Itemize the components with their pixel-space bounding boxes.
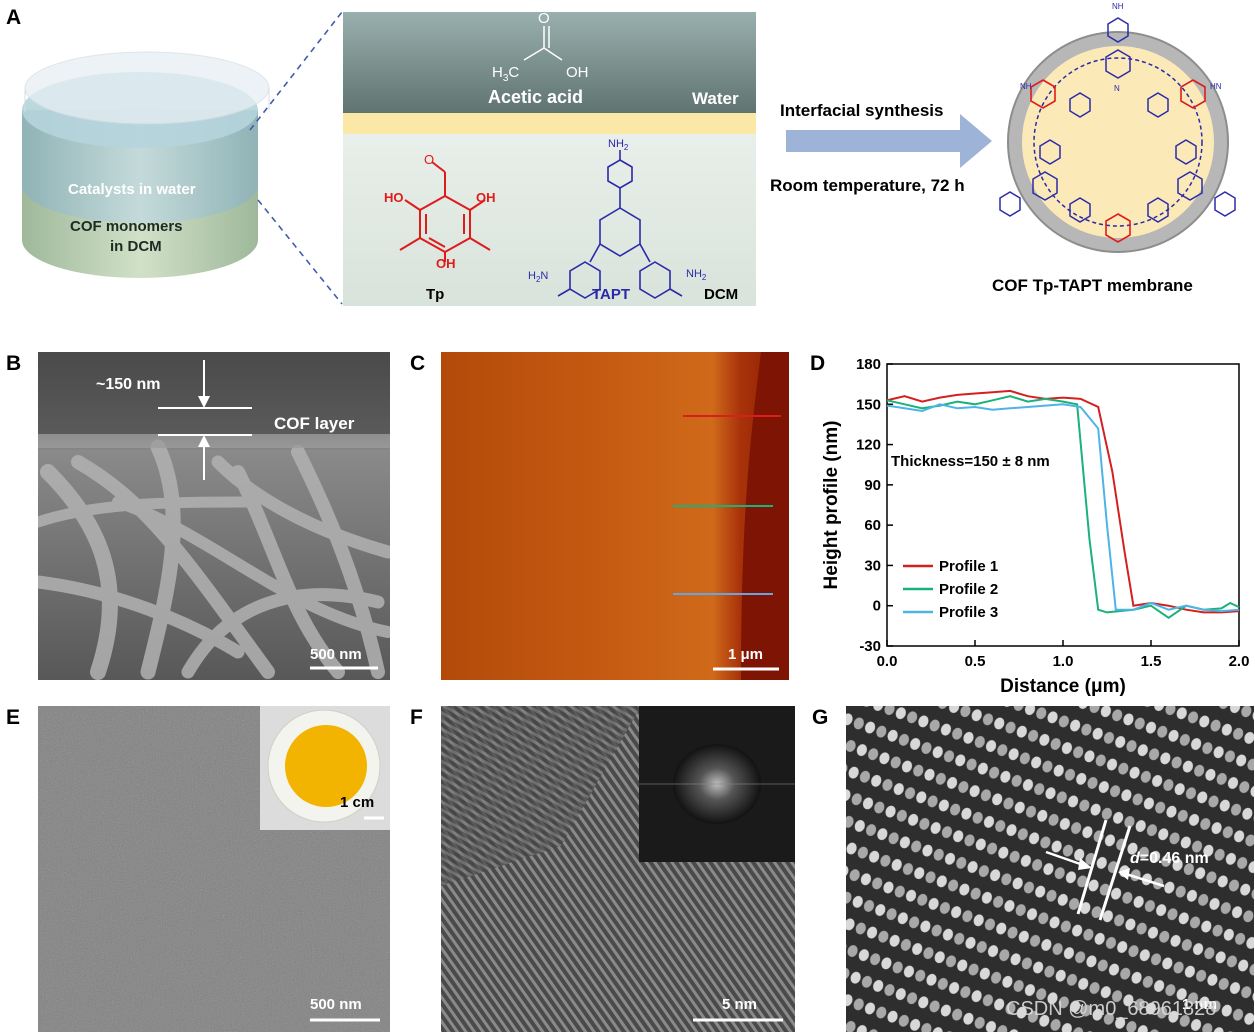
series-line-profile-1: [886, 389, 1240, 614]
y-axis-ticks: -30 0 30 60 90 120 150 180: [856, 356, 893, 655]
dcm-label: DCM: [704, 286, 739, 303]
acetic-acid-structure: [523, 26, 563, 61]
panel-g-lattice: [846, 706, 1254, 1032]
ring-hn-right: HN: [1210, 82, 1222, 91]
tp-oh-bottom: OH: [436, 256, 456, 271]
x-tick-label: 2.0: [1229, 653, 1250, 670]
panel-c-scale: 1 μm: [728, 646, 764, 663]
panel-b-sem: [38, 352, 390, 680]
water-label: Water: [692, 89, 739, 108]
y-tick-label: 0: [873, 598, 881, 615]
dish-bottom-label-2: in DCM: [110, 238, 162, 255]
dcm-phase: [343, 134, 756, 306]
panel-label-c: C: [410, 352, 426, 375]
x-tick-label: 0.0: [877, 653, 898, 670]
panel-b-scale: 500 nm: [310, 646, 362, 663]
panel-g-d-label: d=0.46 nm: [1130, 850, 1209, 867]
panel-a-scheme: [22, 11, 1236, 306]
y-tick-label: 30: [864, 557, 881, 574]
acetic-oh: OH: [566, 64, 589, 81]
afm-image: [441, 352, 789, 680]
chart-annotation: Thickness=150 ± 8 nm: [891, 453, 1050, 470]
legend-label-2: Profile 2: [939, 581, 998, 598]
sem-surface-image: [38, 706, 390, 1032]
watermark: CSDN @m0_68961828: [1006, 998, 1217, 1020]
series-lines: [886, 389, 1240, 620]
acetic-o: O: [538, 10, 550, 27]
acetic-formula: H3C: [492, 64, 520, 84]
panel-b-layer: COF layer: [274, 414, 355, 433]
panel-f-scale: 5 nm: [722, 996, 758, 1013]
panel-e-scale: 500 nm: [310, 996, 362, 1013]
panel-e-sem: [38, 706, 390, 1032]
legend-label-3: Profile 3: [939, 604, 998, 621]
y-tick-label: 120: [856, 437, 881, 454]
synthesis-arrow: [786, 114, 992, 168]
zoom-connector-bottom: [257, 199, 343, 305]
lattice-image: [846, 706, 1254, 1032]
panel-d-chart: -30 0 30 60 90 120 150 180 0.0 0.5 1.0 1.5 2.0 Thic…: [821, 356, 1250, 697]
y-tick-label: 90: [864, 477, 881, 494]
dish-top-label: Catalysts in water: [68, 181, 196, 198]
dish-illustration: [22, 51, 270, 278]
tp-ho: HO: [384, 190, 404, 205]
y-tick-label: -30: [859, 638, 881, 655]
panel-label-e: E: [6, 706, 21, 729]
tp-label: Tp: [426, 286, 445, 303]
y-tick-label: 180: [856, 356, 881, 373]
panel-c-afm: [441, 352, 789, 680]
chart-legend: Profile 1 Profile 2 Profile 3: [903, 558, 998, 621]
ring-nh-left: NH: [1020, 82, 1032, 91]
y-axis-label: Height profile (nm): [821, 421, 842, 590]
x-tick-label: 1.0: [1053, 653, 1074, 670]
tp-oh: OH: [476, 190, 496, 205]
legend-label-1: Profile 1: [939, 558, 998, 575]
panel-label-b: B: [6, 352, 22, 375]
acetic-acid-label: Acetic acid: [488, 87, 584, 107]
panel-f-tem: [441, 706, 795, 1032]
panel-label-d: D: [810, 352, 826, 375]
x-axis-ticks: 0.0 0.5 1.0 1.5 2.0: [877, 640, 1250, 670]
ring-n: N: [1114, 84, 1120, 93]
panel-label-f: F: [410, 706, 423, 729]
arrow-bottom-label: Room temperature, 72 h: [770, 176, 965, 195]
membrane-label: COF Tp-TAPT membrane: [992, 276, 1193, 295]
panel-e-inset-scale: 1 cm: [340, 794, 375, 811]
hrtem-image: [441, 706, 795, 1032]
arrow-top-label: Interfacial synthesis: [780, 101, 944, 120]
panel-label-g: G: [812, 706, 829, 729]
tapt-h2n: H2N: [528, 270, 549, 285]
zoom-connector-top: [249, 11, 343, 131]
tapt-nh2-top: NH2: [608, 138, 629, 153]
cof-membrane-illustration: [999, 17, 1236, 253]
tp-o-top: O: [424, 152, 435, 167]
tapt-nh2-right: NH2: [686, 268, 707, 283]
series-line-profile-3: [886, 403, 1240, 613]
interface-layer: [343, 113, 756, 134]
panel-g-scale: 1 nm: [1182, 996, 1218, 1013]
tp-structure: [399, 161, 491, 262]
panel-b-thickness: ~150 nm: [96, 376, 161, 393]
sem-crosssection-image: [38, 352, 390, 680]
x-axis-label: Distance (μm): [1000, 676, 1126, 697]
panel-label-a: A: [6, 6, 22, 29]
tapt-label: TAPT: [592, 286, 631, 303]
ring-nh-top: NH: [1112, 2, 1124, 11]
x-tick-label: 1.5: [1141, 653, 1162, 670]
x-tick-label: 0.5: [965, 653, 986, 670]
y-tick-label: 150: [856, 396, 881, 413]
dish-bottom-label-1: COF monomers: [70, 218, 183, 235]
y-tick-label: 60: [864, 517, 881, 534]
tapt-structure: [557, 150, 683, 299]
